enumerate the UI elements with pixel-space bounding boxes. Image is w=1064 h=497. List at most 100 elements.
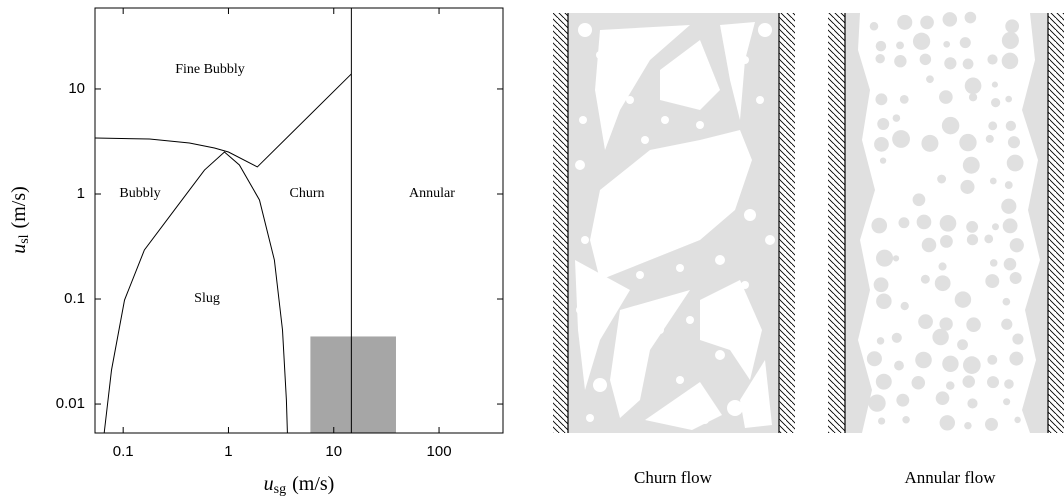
- gas-bubble: [756, 386, 764, 394]
- droplet: [894, 360, 904, 371]
- shaded-region: [310, 336, 396, 433]
- churn-diagram: Churn flow: [553, 13, 795, 487]
- gas-slug: [700, 280, 762, 380]
- gas-bubble: [696, 121, 704, 129]
- droplet: [960, 179, 975, 194]
- regime-boundary: [103, 151, 288, 433]
- droplet: [964, 77, 982, 95]
- droplet: [875, 40, 887, 52]
- droplet: [1003, 257, 1017, 271]
- gas-slug: [595, 25, 690, 150]
- droplet: [873, 277, 889, 293]
- pipe-wall: [779, 13, 795, 433]
- gas-bubble: [715, 255, 725, 265]
- droplet: [939, 317, 953, 331]
- droplet: [868, 394, 886, 412]
- droplet: [912, 193, 926, 207]
- droplet: [935, 391, 950, 405]
- droplet: [968, 93, 978, 102]
- droplet: [939, 415, 955, 431]
- droplet: [942, 355, 959, 372]
- droplet: [1004, 379, 1014, 389]
- droplet: [1012, 333, 1024, 345]
- region-label: Fine Bubbly: [175, 62, 245, 77]
- gas-bubble: [596, 51, 604, 59]
- gas-bubble: [741, 56, 749, 64]
- label-symbol: u: [8, 244, 30, 254]
- droplet: [954, 291, 972, 308]
- gas-bubble: [575, 160, 585, 170]
- gas-bubble: [656, 326, 664, 334]
- droplet: [926, 75, 934, 84]
- gas-bubble: [581, 236, 589, 244]
- diagram-caption: Annular flow: [904, 468, 996, 487]
- droplet: [1007, 136, 1020, 149]
- region-label: Slug: [194, 291, 220, 306]
- gas-bubble: [676, 376, 684, 384]
- droplet: [1001, 31, 1019, 49]
- droplet: [992, 223, 999, 231]
- gas-slug: [575, 260, 630, 390]
- gas-slug: [720, 22, 755, 120]
- droplet: [932, 328, 949, 346]
- annular-diagram: Annular flow: [828, 11, 1064, 487]
- gas-bubble: [756, 96, 764, 104]
- droplet: [879, 157, 887, 164]
- droplet: [902, 416, 910, 424]
- droplet: [897, 14, 913, 30]
- droplet: [1002, 218, 1018, 234]
- pipe-wall: [553, 13, 568, 433]
- droplet: [877, 118, 890, 130]
- droplet: [1001, 52, 1019, 70]
- droplet: [967, 398, 978, 409]
- label-symbol: u: [264, 473, 274, 495]
- droplet: [1005, 120, 1016, 131]
- droplet: [1005, 19, 1020, 34]
- gas-bubble: [765, 235, 775, 245]
- droplet: [966, 234, 979, 246]
- flow-map: 0.1 1 10 100 0.01 0.1 1 10 Fine Bubbly Bubbly Chur…: [8, 7, 504, 497]
- droplet: [937, 174, 947, 184]
- gas-bubble: [741, 281, 749, 289]
- droplet: [987, 54, 998, 65]
- droplet: [892, 255, 900, 262]
- droplet: [959, 37, 971, 49]
- droplet: [985, 274, 1000, 289]
- droplet: [896, 393, 910, 407]
- droplet: [866, 351, 882, 367]
- droplet: [916, 214, 932, 230]
- y-tick-label: 1: [77, 185, 85, 202]
- droplet: [891, 332, 902, 343]
- droplet: [1003, 398, 1011, 406]
- droplet: [876, 293, 892, 309]
- droplet: [876, 249, 894, 267]
- droplet: [920, 15, 934, 30]
- droplet: [939, 215, 957, 232]
- gas-bubble: [676, 264, 684, 272]
- droplet: [940, 235, 953, 248]
- gas-bubble: [576, 306, 584, 314]
- droplet: [941, 116, 960, 135]
- droplet: [896, 41, 904, 50]
- gas-bubble: [593, 378, 607, 392]
- gas-bubble: [701, 416, 709, 424]
- droplet: [1005, 95, 1012, 103]
- droplet: [912, 32, 931, 50]
- droplet: [875, 93, 888, 106]
- droplet: [1009, 351, 1024, 366]
- regime-boundary: [95, 73, 352, 168]
- droplet: [962, 58, 974, 70]
- droplet: [1014, 416, 1021, 424]
- droplet: [920, 274, 930, 284]
- droplet: [871, 217, 888, 234]
- droplet: [962, 375, 975, 388]
- droplet: [1009, 238, 1024, 253]
- droplet: [894, 55, 907, 68]
- droplet: [966, 220, 979, 233]
- y-tick-label: 0.1: [64, 290, 85, 307]
- droplet: [939, 90, 953, 104]
- gas-bubble: [686, 316, 694, 324]
- droplet: [1009, 272, 1022, 285]
- droplet: [892, 130, 910, 148]
